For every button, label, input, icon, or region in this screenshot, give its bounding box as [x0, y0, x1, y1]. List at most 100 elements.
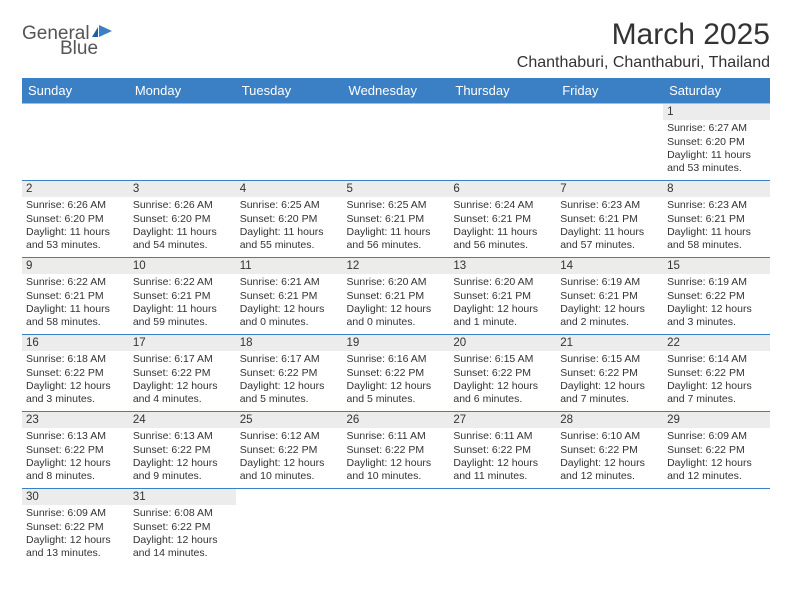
sunset-line: Sunset: 6:22 PM [560, 444, 659, 457]
daylight-line: Daylight: 12 hours and 12 minutes. [560, 457, 659, 483]
sunrise-line: Sunrise: 6:22 AM [133, 276, 232, 289]
sunset-line: Sunset: 6:22 PM [667, 290, 766, 303]
sunset-line: Sunset: 6:22 PM [26, 367, 125, 380]
calendar-day: 1Sunrise: 6:27 AMSunset: 6:20 PMDaylight… [663, 104, 770, 181]
sunset-line: Sunset: 6:22 PM [453, 367, 552, 380]
calendar-day: 25Sunrise: 6:12 AMSunset: 6:22 PMDayligh… [236, 412, 343, 489]
day-number: 10 [129, 258, 236, 274]
daylight-line: Daylight: 12 hours and 5 minutes. [347, 380, 446, 406]
sunrise-line: Sunrise: 6:26 AM [133, 199, 232, 212]
weekday-header: Sunday [22, 78, 129, 104]
sunset-line: Sunset: 6:21 PM [347, 213, 446, 226]
sunrise-line: Sunrise: 6:23 AM [560, 199, 659, 212]
calendar-table: SundayMondayTuesdayWednesdayThursdayFrid… [22, 78, 770, 566]
sunset-line: Sunset: 6:22 PM [240, 444, 339, 457]
day-number: 20 [449, 335, 556, 351]
calendar-empty: . [449, 104, 556, 181]
day-number: 21 [556, 335, 663, 351]
daylight-line: Daylight: 12 hours and 12 minutes. [667, 457, 766, 483]
sunset-line: Sunset: 6:20 PM [26, 213, 125, 226]
sunrise-line: Sunrise: 6:10 AM [560, 430, 659, 443]
daylight-line: Daylight: 12 hours and 13 minutes. [26, 534, 125, 560]
calendar-day: 18Sunrise: 6:17 AMSunset: 6:22 PMDayligh… [236, 335, 343, 412]
brand-word2: Blue [60, 38, 98, 59]
daylight-line: Daylight: 11 hours and 54 minutes. [133, 226, 232, 252]
daylight-line: Daylight: 12 hours and 7 minutes. [560, 380, 659, 406]
sunrise-line: Sunrise: 6:17 AM [240, 353, 339, 366]
day-number: 9 [22, 258, 129, 274]
calendar-day: 12Sunrise: 6:20 AMSunset: 6:21 PMDayligh… [343, 258, 450, 335]
sunrise-line: Sunrise: 6:20 AM [453, 276, 552, 289]
day-number: 27 [449, 412, 556, 428]
day-number: 1 [663, 104, 770, 120]
day-number: 28 [556, 412, 663, 428]
sunset-line: Sunset: 6:20 PM [240, 213, 339, 226]
daylight-line: Daylight: 12 hours and 10 minutes. [240, 457, 339, 483]
calendar-empty: . [343, 104, 450, 181]
day-number: 5 [343, 181, 450, 197]
calendar-empty: . [449, 489, 556, 566]
sunset-line: Sunset: 6:22 PM [667, 367, 766, 380]
calendar-day: 23Sunrise: 6:13 AMSunset: 6:22 PMDayligh… [22, 412, 129, 489]
sunset-line: Sunset: 6:22 PM [26, 521, 125, 534]
sunset-line: Sunset: 6:22 PM [453, 444, 552, 457]
day-number: 11 [236, 258, 343, 274]
daylight-line: Daylight: 11 hours and 58 minutes. [667, 226, 766, 252]
sunrise-line: Sunrise: 6:13 AM [26, 430, 125, 443]
daylight-line: Daylight: 11 hours and 56 minutes. [347, 226, 446, 252]
sunset-line: Sunset: 6:22 PM [240, 367, 339, 380]
sunrise-line: Sunrise: 6:09 AM [667, 430, 766, 443]
calendar-day: 10Sunrise: 6:22 AMSunset: 6:21 PMDayligh… [129, 258, 236, 335]
sunset-line: Sunset: 6:21 PM [133, 290, 232, 303]
calendar-empty: . [343, 489, 450, 566]
day-number: 26 [343, 412, 450, 428]
daylight-line: Daylight: 11 hours and 56 minutes. [453, 226, 552, 252]
sunrise-line: Sunrise: 6:20 AM [347, 276, 446, 289]
sunset-line: Sunset: 6:21 PM [240, 290, 339, 303]
sunrise-line: Sunrise: 6:17 AM [133, 353, 232, 366]
daylight-line: Daylight: 12 hours and 1 minute. [453, 303, 552, 329]
calendar-day: 30Sunrise: 6:09 AMSunset: 6:22 PMDayligh… [22, 489, 129, 566]
calendar-day: 11 Sunrise: 6:21 AMSunset: 6:21 PMDayligh… [236, 258, 343, 335]
sunset-line: Sunset: 6:21 PM [560, 213, 659, 226]
sunrise-line: Sunrise: 6:25 AM [347, 199, 446, 212]
calendar-day: 17Sunrise: 6:17 AMSunset: 6:22 PMDayligh… [129, 335, 236, 412]
day-number: 13 [449, 258, 556, 274]
day-number: 3 [129, 181, 236, 197]
daylight-line: Daylight: 11 hours and 57 minutes. [560, 226, 659, 252]
brand-logo: General Blue [22, 24, 114, 58]
day-number: 30 [22, 489, 129, 505]
calendar-day: 21Sunrise: 6:15 AMSunset: 6:22 PMDayligh… [556, 335, 663, 412]
sunrise-line: Sunrise: 6:27 AM [667, 122, 766, 135]
daylight-line: Daylight: 12 hours and 3 minutes. [26, 380, 125, 406]
calendar-day: 6Sunrise: 6:24 AMSunset: 6:21 PMDaylight… [449, 181, 556, 258]
sunrise-line: Sunrise: 6:13 AM [133, 430, 232, 443]
calendar-day: 4Sunrise: 6:25 AMSunset: 6:20 PMDaylight… [236, 181, 343, 258]
daylight-line: Daylight: 11 hours and 53 minutes. [667, 149, 766, 175]
sunset-line: Sunset: 6:22 PM [560, 367, 659, 380]
day-number: 23 [22, 412, 129, 428]
day-number: 16 [22, 335, 129, 351]
sunrise-line: Sunrise: 6:21 AM [240, 276, 339, 289]
sunset-line: Sunset: 6:22 PM [347, 367, 446, 380]
sunrise-line: Sunrise: 6:26 AM [26, 199, 125, 212]
sunrise-line: Sunrise: 6:24 AM [453, 199, 552, 212]
calendar-day: 26Sunrise: 6:11 AMSunset: 6:22 PMDayligh… [343, 412, 450, 489]
day-number: 15 [663, 258, 770, 274]
calendar-day: 19Sunrise: 6:16 AMSunset: 6:22 PMDayligh… [343, 335, 450, 412]
daylight-line: Daylight: 12 hours and 0 minutes. [240, 303, 339, 329]
weekday-header: Wednesday [343, 78, 450, 104]
weekday-header: Friday [556, 78, 663, 104]
daylight-line: Daylight: 12 hours and 5 minutes. [240, 380, 339, 406]
daylight-line: Daylight: 12 hours and 4 minutes. [133, 380, 232, 406]
sunset-line: Sunset: 6:22 PM [133, 444, 232, 457]
sunset-line: Sunset: 6:21 PM [26, 290, 125, 303]
daylight-line: Daylight: 12 hours and 6 minutes. [453, 380, 552, 406]
sunset-line: Sunset: 6:21 PM [347, 290, 446, 303]
sunrise-line: Sunrise: 6:16 AM [347, 353, 446, 366]
sunrise-line: Sunrise: 6:19 AM [560, 276, 659, 289]
sunset-line: Sunset: 6:21 PM [453, 290, 552, 303]
daylight-line: Daylight: 12 hours and 3 minutes. [667, 303, 766, 329]
daylight-line: Daylight: 12 hours and 9 minutes. [133, 457, 232, 483]
calendar-empty: . [556, 489, 663, 566]
